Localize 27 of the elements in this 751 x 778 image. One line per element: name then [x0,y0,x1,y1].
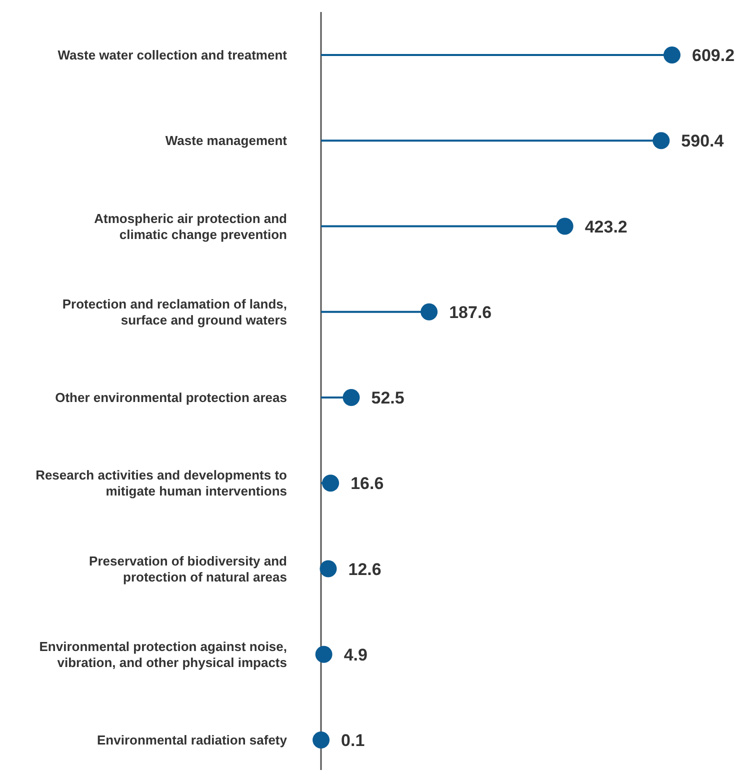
data-label: 0.1 [341,731,365,750]
point [320,560,337,578]
point [652,132,670,150]
point [312,732,330,748]
y-tick-label: Preservation of biodiversity and protection of natural areas [89,553,288,584]
point [322,474,340,492]
data-label: 52.5 [371,388,404,408]
data-label: 187.6 [449,302,492,322]
y-tick-label: Waste water collection and treatment [58,48,288,62]
point [420,303,438,320]
y-tick-label: Environmental radiation safety [97,732,288,748]
data-label: 12.6 [348,560,382,579]
data-label: 590.4 [681,132,724,151]
y-tick-label: Research activities and developments to mitigate human interventions [36,468,288,499]
point [342,389,360,406]
data-label: 423.2 [584,217,628,236]
y-tick-label: Environmental protection against noise, vibration, and other physical impacts [39,638,287,670]
point [664,46,680,64]
y-tick-label: Other environmental protection areas [55,390,287,405]
y-tick-label: Waste management [165,133,288,148]
point [556,218,574,235]
data-label: 4.9 [344,645,368,664]
y-tick-label: Atmospheric air protection and climatic change prevention [94,210,288,242]
data-label: 609.2 [692,46,735,65]
y-tick-label: Protection and reclamation of lands, surface and ground waters [62,296,287,328]
data-label: 16.6 [350,474,384,494]
point [315,646,332,663]
